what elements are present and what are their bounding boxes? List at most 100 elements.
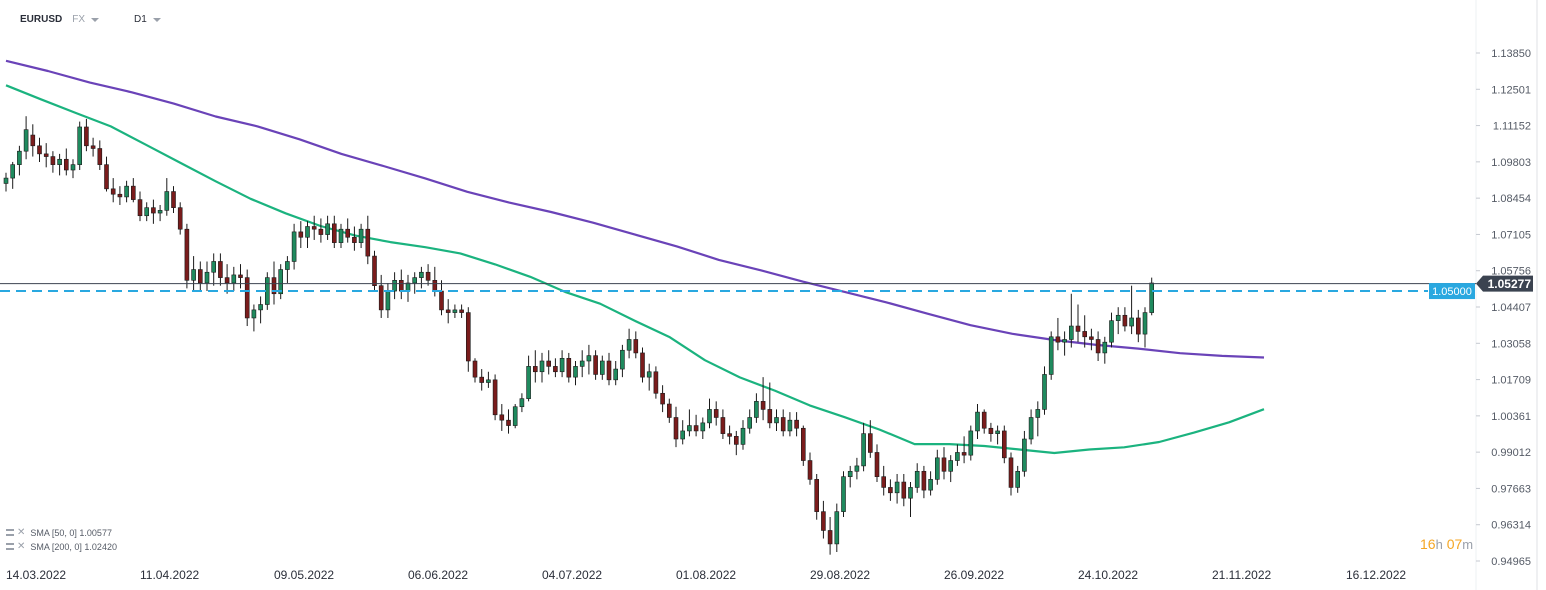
- candle: [620, 344, 625, 378]
- candle: [131, 178, 136, 203]
- candle: [827, 517, 833, 555]
- candle: [867, 420, 873, 458]
- timeframe-label: D1: [134, 14, 147, 25]
- candle: [1015, 465, 1021, 493]
- candle: [1082, 315, 1087, 348]
- y-tick-label: 0.97663: [1491, 483, 1531, 495]
- candle-body-down: [606, 360, 612, 381]
- candle: [713, 401, 719, 426]
- candle-body-down: [1008, 457, 1014, 488]
- candle-body-down: [814, 479, 820, 512]
- candle: [774, 409, 779, 431]
- candle-body-up: [847, 470, 853, 477]
- candle-body-down: [171, 191, 176, 208]
- candle: [559, 350, 565, 378]
- candle: [479, 369, 485, 391]
- candle-body-down: [84, 126, 89, 147]
- candle-body-down: [30, 134, 36, 147]
- candle-body-down: [941, 457, 947, 472]
- candle: [318, 218, 324, 243]
- timer-minutes-unit: m: [1462, 537, 1474, 552]
- candle: [666, 398, 672, 423]
- indicator-label: SMA [50, 0] 1.00577: [30, 527, 112, 538]
- candle: [914, 463, 920, 493]
- candle: [660, 385, 665, 413]
- candle-body-up: [1115, 314, 1121, 321]
- candle: [198, 261, 203, 292]
- candle: [459, 304, 464, 318]
- y-tick-label: 1.04407: [1491, 302, 1531, 314]
- candle: [733, 430, 739, 456]
- x-tick-label: 21.11.2022: [1212, 568, 1271, 582]
- candle: [519, 393, 525, 413]
- candle: [345, 218, 351, 243]
- level-price-tag[interactable]: [1429, 283, 1475, 300]
- y-tick-label: 1.12501: [1491, 84, 1531, 96]
- candle-body-up: [841, 476, 846, 512]
- candle: [17, 145, 22, 176]
- candle-body-up: [747, 417, 753, 429]
- candle: [1102, 336, 1108, 364]
- indicator-legend-sma200: ✕ SMA [200, 0] 1.02420: [6, 541, 117, 552]
- candle: [84, 118, 89, 152]
- candle-body-down: [546, 360, 552, 367]
- candle: [425, 264, 431, 286]
- candle: [700, 417, 706, 440]
- chart-header: EURUSD FX: [20, 14, 100, 25]
- candle-body-up: [231, 274, 237, 284]
- y-tick-label: 1.11152: [1493, 121, 1531, 133]
- candle-body-up: [854, 465, 860, 472]
- symbol-label[interactable]: EURUSD: [20, 14, 63, 25]
- candle: [1122, 307, 1128, 332]
- candle: [606, 352, 612, 386]
- candle-body-down: [666, 403, 672, 418]
- candle: [104, 156, 109, 192]
- candle-body-up: [57, 158, 62, 165]
- candle-body-up: [486, 379, 491, 383]
- candle-body-up: [539, 360, 545, 373]
- chevron-down-icon[interactable]: [152, 17, 161, 22]
- candle-body-down: [432, 280, 438, 292]
- candle: [392, 272, 397, 300]
- candle-body-down: [981, 411, 987, 429]
- candle-body-down: [1001, 430, 1007, 459]
- candle-body-up: [1069, 325, 1074, 340]
- candle-body-up: [452, 309, 458, 313]
- candle: [492, 374, 498, 421]
- candle: [445, 299, 451, 324]
- candle-body-down: [492, 379, 498, 416]
- candle-body-up: [526, 366, 531, 399]
- candle: [948, 455, 954, 483]
- close-icon[interactable]: ✕: [17, 527, 26, 538]
- candle: [231, 266, 237, 292]
- settings-icon[interactable]: [6, 543, 14, 550]
- candle-body-down: [827, 530, 833, 545]
- chevron-down-icon[interactable]: [91, 17, 100, 22]
- candle-countdown: 16h 07m: [1420, 536, 1473, 552]
- candle: [861, 422, 866, 472]
- candle-body-down: [767, 409, 773, 424]
- candle: [157, 204, 163, 222]
- candle: [385, 282, 391, 318]
- candle-body-down: [566, 358, 572, 378]
- settings-icon[interactable]: [6, 529, 14, 536]
- candle: [740, 420, 746, 450]
- candle-body-down: [961, 452, 967, 456]
- candle-body-up: [948, 460, 954, 472]
- candle-body-down: [888, 487, 893, 494]
- candle: [1109, 312, 1114, 348]
- candle-body-down: [673, 417, 679, 440]
- candle-body-up: [934, 457, 940, 480]
- candle-body-up: [599, 360, 605, 375]
- close-icon[interactable]: ✕: [17, 541, 26, 552]
- candle-body-down: [238, 274, 243, 278]
- candle-body-up: [586, 355, 592, 362]
- candle-body-down: [37, 145, 42, 155]
- candle: [164, 178, 170, 216]
- x-tick-label: 06.06.2022: [408, 568, 468, 582]
- candle-body-up: [968, 430, 974, 456]
- candle-body-down: [318, 228, 324, 235]
- timer-minutes: 07: [1446, 536, 1463, 552]
- timeframe-selector[interactable]: D1: [134, 14, 161, 25]
